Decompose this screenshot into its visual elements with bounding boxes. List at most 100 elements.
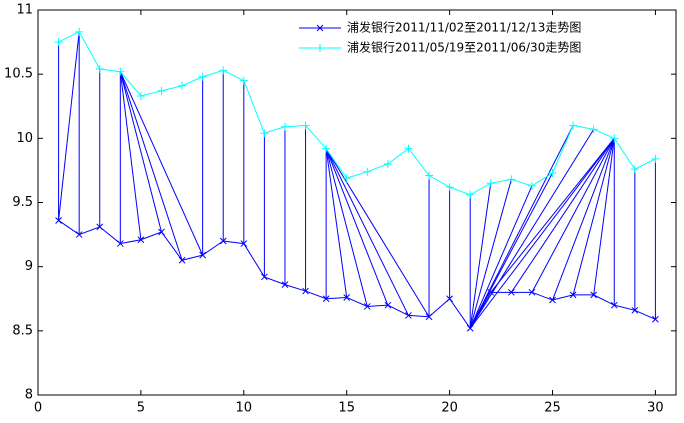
alignment-line bbox=[469, 179, 512, 329]
marker bbox=[343, 294, 351, 301]
x-tick-label: 20 bbox=[441, 401, 458, 416]
marker bbox=[240, 240, 248, 247]
alignment-line bbox=[469, 138, 615, 329]
marker bbox=[651, 154, 660, 163]
marker bbox=[260, 129, 269, 138]
alignment-line bbox=[325, 148, 430, 317]
x-tick-label: 30 bbox=[647, 401, 664, 416]
alignment-line bbox=[119, 71, 204, 256]
marker bbox=[322, 144, 331, 153]
marker bbox=[445, 183, 454, 192]
alignment-line bbox=[325, 148, 389, 306]
marker bbox=[404, 144, 413, 153]
marker bbox=[486, 179, 495, 188]
y-tick-label: 8.5 bbox=[12, 323, 33, 338]
marker bbox=[425, 171, 434, 180]
alignment-line bbox=[119, 71, 183, 261]
series-line bbox=[58, 220, 656, 330]
marker bbox=[157, 86, 166, 95]
marker bbox=[466, 190, 475, 199]
marker bbox=[116, 240, 124, 247]
marker bbox=[95, 65, 104, 74]
alignment-line bbox=[325, 148, 348, 298]
alignment-line bbox=[469, 172, 553, 329]
alignment-line bbox=[119, 71, 142, 240]
plot-area bbox=[37, 9, 677, 396]
marker bbox=[116, 67, 125, 76]
x-tick-label: 10 bbox=[236, 401, 253, 416]
marker bbox=[302, 287, 309, 295]
marker bbox=[527, 181, 536, 190]
marker bbox=[363, 167, 372, 176]
y-tick-label: 10.5 bbox=[4, 67, 33, 82]
marker bbox=[219, 237, 227, 245]
marker bbox=[316, 24, 324, 32]
legend-box bbox=[292, 15, 669, 61]
y-tick-label: 8 bbox=[25, 388, 33, 403]
marker bbox=[219, 66, 228, 75]
marker bbox=[507, 175, 516, 184]
y-tick-label: 11 bbox=[16, 3, 33, 18]
marker bbox=[466, 324, 474, 332]
marker bbox=[178, 256, 186, 264]
marker bbox=[239, 76, 248, 85]
marker bbox=[178, 81, 187, 90]
marker bbox=[316, 44, 324, 52]
marker bbox=[487, 288, 495, 296]
marker bbox=[54, 38, 63, 47]
marker bbox=[549, 296, 556, 304]
marker bbox=[301, 121, 310, 130]
marker bbox=[136, 91, 145, 100]
marker bbox=[363, 303, 371, 310]
series-line bbox=[58, 31, 656, 196]
y-tick-label: 10 bbox=[16, 131, 33, 146]
marker bbox=[137, 236, 145, 244]
alignment-line bbox=[593, 138, 615, 295]
marker bbox=[652, 315, 659, 323]
alignment-line bbox=[531, 138, 615, 293]
marker bbox=[630, 165, 639, 174]
marker bbox=[55, 217, 62, 224]
marker bbox=[425, 313, 433, 321]
marker bbox=[528, 288, 536, 296]
marker bbox=[590, 291, 598, 299]
alignment-line bbox=[510, 138, 615, 293]
x-tick-label: 5 bbox=[137, 401, 145, 416]
alignment-line bbox=[469, 129, 595, 329]
alignment-line bbox=[469, 125, 574, 329]
marker bbox=[569, 121, 578, 130]
alignment-line bbox=[572, 138, 615, 296]
alignment-line bbox=[325, 148, 368, 307]
marker bbox=[569, 291, 577, 299]
marker bbox=[610, 134, 619, 143]
alignment-line bbox=[119, 71, 162, 233]
legend-label: 浦发银行2011/11/02至2011/12/13走势图 bbox=[347, 20, 581, 35]
marker bbox=[548, 168, 557, 177]
marker bbox=[631, 306, 639, 314]
marker bbox=[446, 295, 453, 303]
x-tick-label: 25 bbox=[544, 401, 561, 416]
marker bbox=[383, 160, 392, 168]
marker bbox=[75, 27, 84, 36]
marker bbox=[384, 301, 392, 309]
y-tick-label: 9 bbox=[25, 259, 33, 274]
marker bbox=[610, 301, 618, 309]
marker bbox=[261, 273, 268, 281]
marker bbox=[75, 231, 83, 238]
x-tick-label: 0 bbox=[34, 401, 42, 416]
marker bbox=[198, 72, 207, 81]
alignment-line bbox=[490, 138, 615, 293]
marker bbox=[342, 174, 351, 183]
y-tick-label: 9.5 bbox=[12, 195, 33, 210]
marker bbox=[589, 125, 598, 134]
legend-label: 浦发银行2011/05/19至2011/06/30走势图 bbox=[347, 40, 581, 55]
alignment-line bbox=[469, 185, 533, 329]
alignment-line bbox=[58, 31, 80, 221]
marker bbox=[280, 122, 289, 131]
marker bbox=[199, 251, 206, 259]
alignment-line bbox=[469, 183, 492, 329]
alignment-line bbox=[552, 138, 615, 301]
marker bbox=[322, 295, 330, 303]
marker bbox=[96, 223, 104, 231]
